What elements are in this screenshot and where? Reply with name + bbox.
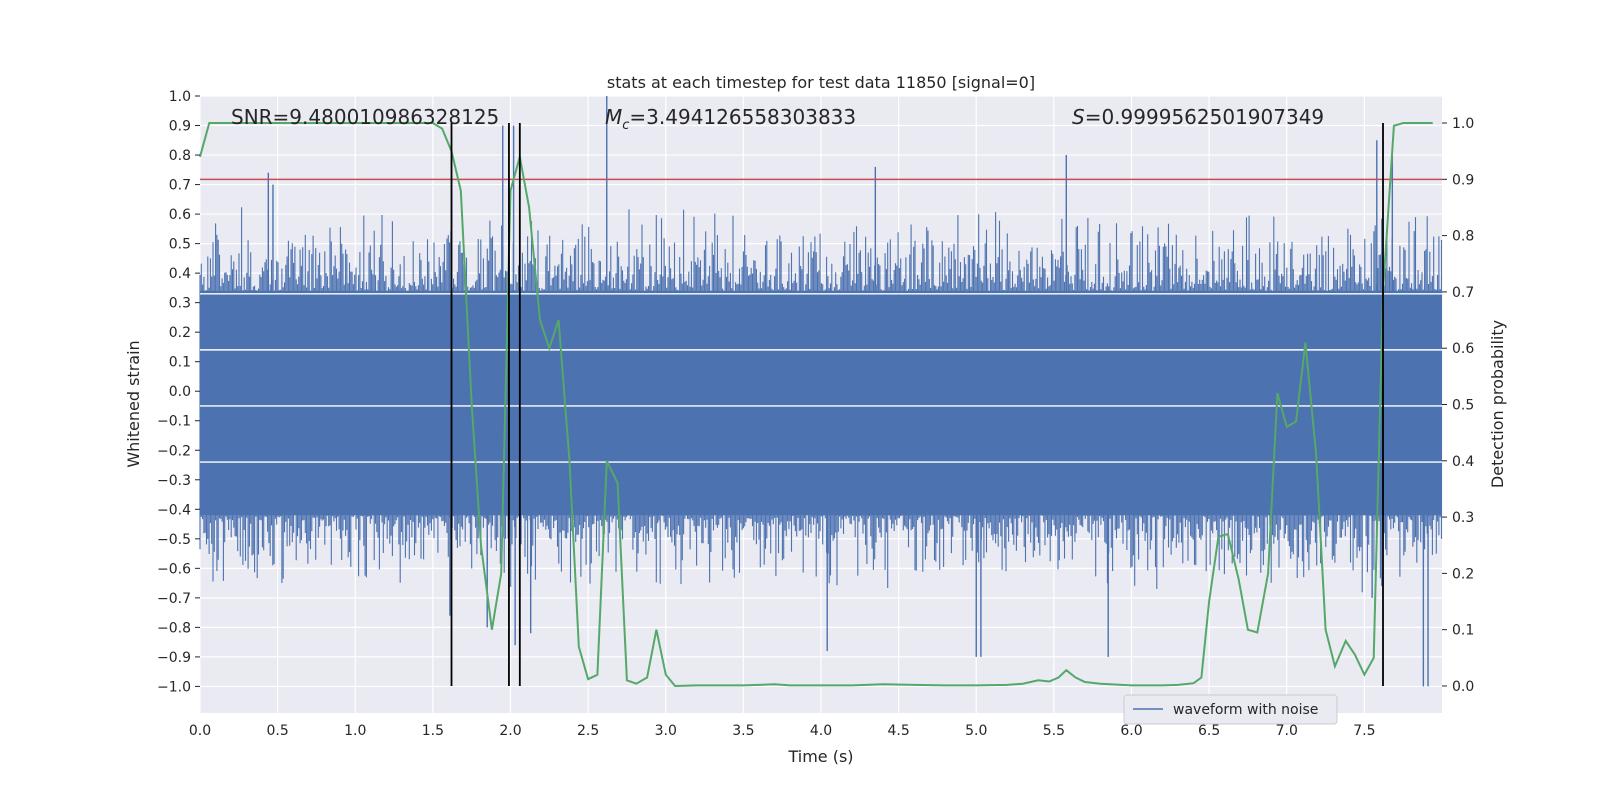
snr-annotation: SNR=9.480010986328125 [231,105,499,129]
x-tick-label: 7.5 [1353,723,1375,739]
s-annotation: S=0.9999562501907349 [1072,105,1324,129]
y-tick-label: 0.5 [169,237,191,253]
x-tick-label: 6.5 [1198,723,1220,739]
right-y-tick-label: 0.1 [1452,623,1474,639]
y-tick-label: −0.4 [157,502,191,518]
right-y-tick-label: 0.2 [1452,566,1474,582]
x-tick-label: 0.5 [266,723,288,739]
y-tick-label: −0.6 [157,561,191,577]
right-y-tick-label: 0.4 [1452,454,1474,470]
legend: waveform with noise [1123,694,1338,725]
y-tick-label: 0.2 [169,325,191,341]
y-tick-label: −0.3 [157,473,191,489]
y-tick-label: −1.0 [157,679,191,695]
y-tick-label: 0.7 [169,178,191,194]
x-tick-label: 2.5 [577,723,599,739]
y-tick-label: 0.4 [169,266,191,282]
waveform-peak-spikes [267,96,1429,687]
x-tick-label: 2.0 [499,723,521,739]
y-tick-label: −0.8 [157,620,191,636]
x-tick-label: 5.0 [965,723,987,739]
y-tick-label: −0.9 [157,650,191,666]
waveform-with-noise-series [199,207,1443,593]
right-y-tick-label: 0.8 [1452,229,1474,245]
x-tick-label: 4.5 [887,723,909,739]
x-tick-label: 3.0 [655,723,677,739]
y-tick-label: −0.5 [157,532,191,548]
x-tick-label: 1.0 [344,723,366,739]
x-tick-label: 5.5 [1043,723,1065,739]
chirp-mass-value: =3.494126558303833 [629,105,856,129]
s-value: =0.9999562501907349 [1085,105,1324,129]
y-tick-label: −0.1 [157,414,191,430]
right-y-tick-label: 0.0 [1452,679,1474,695]
y-axis-label: Whitened strain [124,340,143,467]
chirp-mass-symbol: M [605,105,622,129]
y-tick-label: 0.9 [169,119,191,135]
legend-label: waveform with noise [1173,702,1318,718]
right-y-axis-label: Detection probability [1488,320,1507,488]
x-axis-label: Time (s) [787,747,853,766]
detection-probability-line [199,122,1433,688]
waveform-noise-trace [199,207,1443,593]
legend-box [1123,694,1338,725]
right-y-tick-label: 0.7 [1452,285,1474,301]
s-symbol: S [1072,105,1085,129]
x-tick-label: 3.5 [732,723,754,739]
x-tick-label: 7.0 [1276,723,1298,739]
vertical-marker-lines [450,123,1384,686]
y-tick-label: 1.0 [169,89,191,105]
right-y-tick-label: 0.9 [1452,172,1474,188]
y-axis-ticks: −1.0 −0.9 −0.8 −0.7 −0.6 −0.5 −0.4 −0.3 −0.2 −0.1… [157,89,200,695]
y-tick-label: −0.7 [157,591,191,607]
right-y-tick-label: 0.5 [1452,398,1474,414]
right-y-tick-label: 0.3 [1452,510,1474,526]
y-tick-label: 0.1 [169,355,191,371]
chart-title: stats at each timestep for test data 118… [607,73,1035,92]
chirp-mass-annotation: Mc=3.494126558303833 [605,105,856,133]
x-axis-ticks: 0.0 0.5 1.0 1.5 2.0 2.5 3.0 3.5 4.0 4.5 5.0 5.5 6.0 6… [189,723,1376,739]
right-y-axis-ticks: 0.0 0.1 0.2 0.3 0.4 0.5 0.6 0.7 0.8 0.9 1.0 [1442,116,1474,695]
x-tick-label: 6.0 [1120,723,1142,739]
right-y-tick-label: 1.0 [1452,116,1474,132]
right-y-tick-label: 0.6 [1452,341,1474,357]
x-tick-label: 1.5 [422,723,444,739]
y-tick-label: 0.6 [169,207,191,223]
x-tick-label: 0.0 [189,723,211,739]
y-tick-label: 0.8 [169,148,191,164]
y-tick-label: 0.3 [169,296,191,312]
y-tick-label: 0.0 [169,384,191,400]
x-tick-label: 4.0 [810,723,832,739]
y-tick-label: −0.2 [157,443,191,459]
chirp-mass-subscript: c [622,118,629,133]
horizontal-marker-lines [200,293,1442,463]
